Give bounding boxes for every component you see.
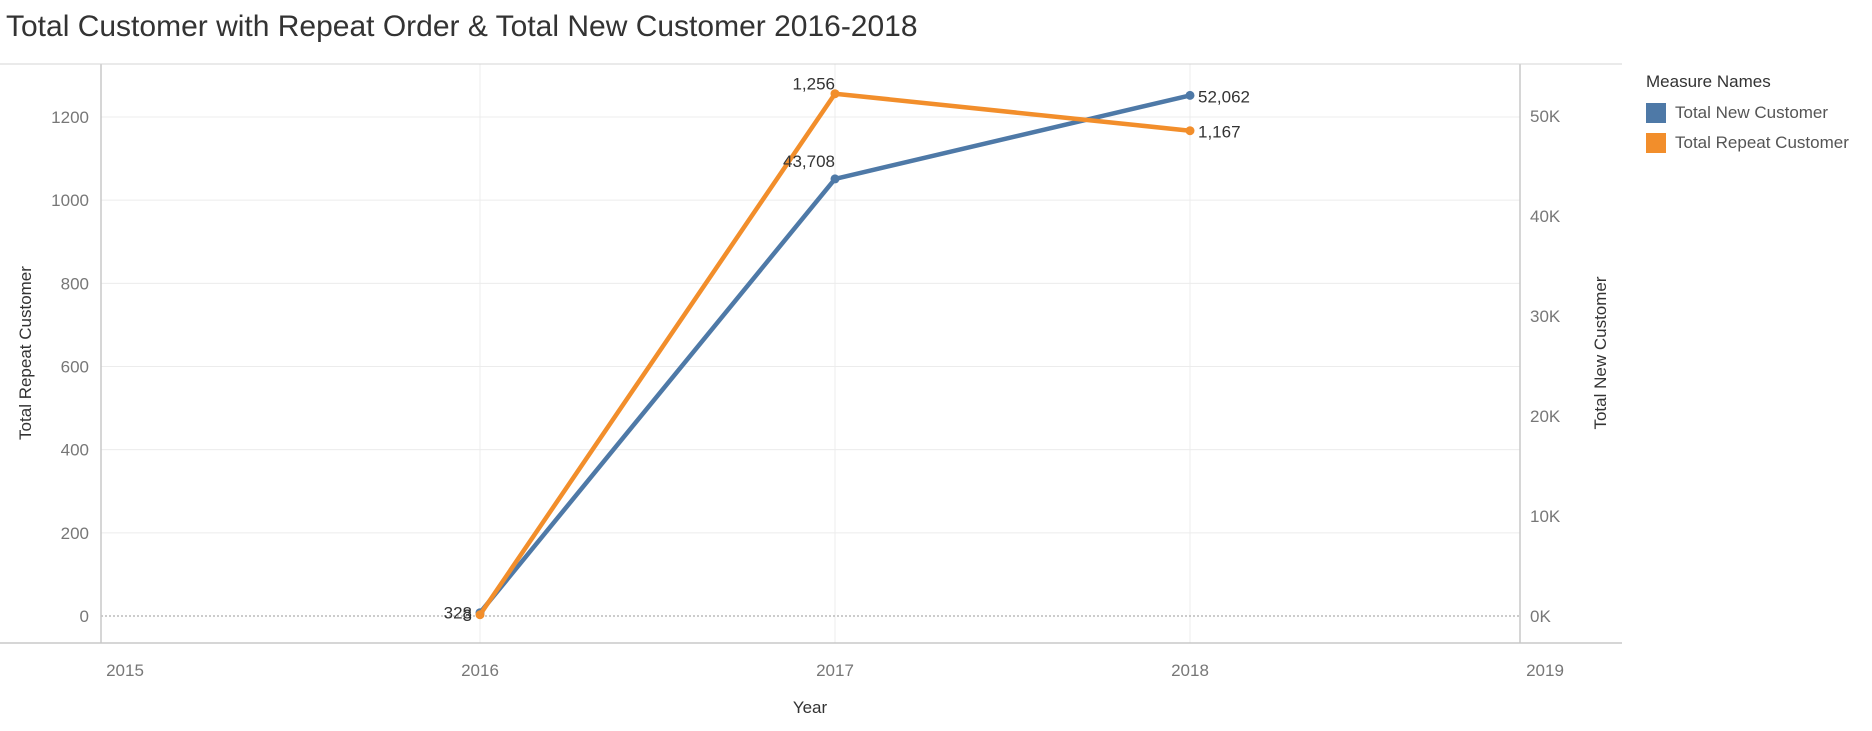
grid-layer xyxy=(101,64,1520,643)
data-label: 43,708 xyxy=(783,152,835,171)
y-left-tick-label: 800 xyxy=(61,274,89,293)
y-left-tick-label: 200 xyxy=(61,524,89,543)
data-label-layer: 328 43,708 52,062 3 1,256 1,167 xyxy=(444,75,1250,625)
legend-label: Total New Customer xyxy=(1675,103,1829,122)
legend: Measure Names Total New Customer Total R… xyxy=(1646,72,1849,158)
y-left-tick-label: 1200 xyxy=(51,108,89,127)
data-point xyxy=(475,610,485,620)
data-point xyxy=(830,89,840,99)
y-right-axis-title: Total New Customer xyxy=(1591,276,1610,429)
data-point xyxy=(1185,90,1195,100)
x-axis-title: Year xyxy=(793,698,828,717)
data-point xyxy=(830,174,840,184)
legend-swatch xyxy=(1646,103,1666,123)
data-point xyxy=(1185,126,1195,136)
y-right-tick-label: 20K xyxy=(1530,407,1561,426)
x-tick-label: 2016 xyxy=(461,661,499,680)
y-right-tick-label: 40K xyxy=(1530,207,1561,226)
legend-item-repeat-customer[interactable]: Total Repeat Customer xyxy=(1646,128,1849,158)
axis-layer: 0 200 400 600 800 1000 1200 0K 10K 20K 30K 40K 50K 20… xyxy=(16,107,1610,717)
chart-title: Total Customer with Repeat Order & Total… xyxy=(6,10,918,43)
x-tick-label: 2018 xyxy=(1171,661,1209,680)
data-label: 1,167 xyxy=(1198,123,1241,142)
y-right-tick-label: 30K xyxy=(1530,307,1561,326)
y-right-tick-label: 0K xyxy=(1530,607,1551,626)
legend-item-new-customer[interactable]: Total New Customer xyxy=(1646,98,1849,128)
y-left-tick-label: 600 xyxy=(61,358,89,377)
data-label: 1,256 xyxy=(792,75,835,94)
legend-title: Measure Names xyxy=(1646,72,1771,91)
y-left-tick-label: 400 xyxy=(61,441,89,460)
y-left-tick-label: 0 xyxy=(80,607,89,626)
y-right-tick-label: 50K xyxy=(1530,107,1561,126)
legend-label: Total Repeat Customer xyxy=(1675,133,1849,152)
x-tick-label: 2019 xyxy=(1526,661,1564,680)
data-label: 328 xyxy=(444,604,472,623)
legend-swatch xyxy=(1646,133,1666,153)
data-label: 3 xyxy=(463,606,472,625)
data-label: 52,062 xyxy=(1198,87,1250,106)
x-tick-label: 2015 xyxy=(106,661,144,680)
series-layer xyxy=(475,89,1195,620)
y-left-tick-label: 1000 xyxy=(51,191,89,210)
y-left-axis-title: Total Repeat Customer xyxy=(16,266,35,440)
x-tick-label: 2017 xyxy=(816,661,854,680)
chart-frame xyxy=(0,63,1622,644)
y-right-tick-label: 10K xyxy=(1530,507,1561,526)
